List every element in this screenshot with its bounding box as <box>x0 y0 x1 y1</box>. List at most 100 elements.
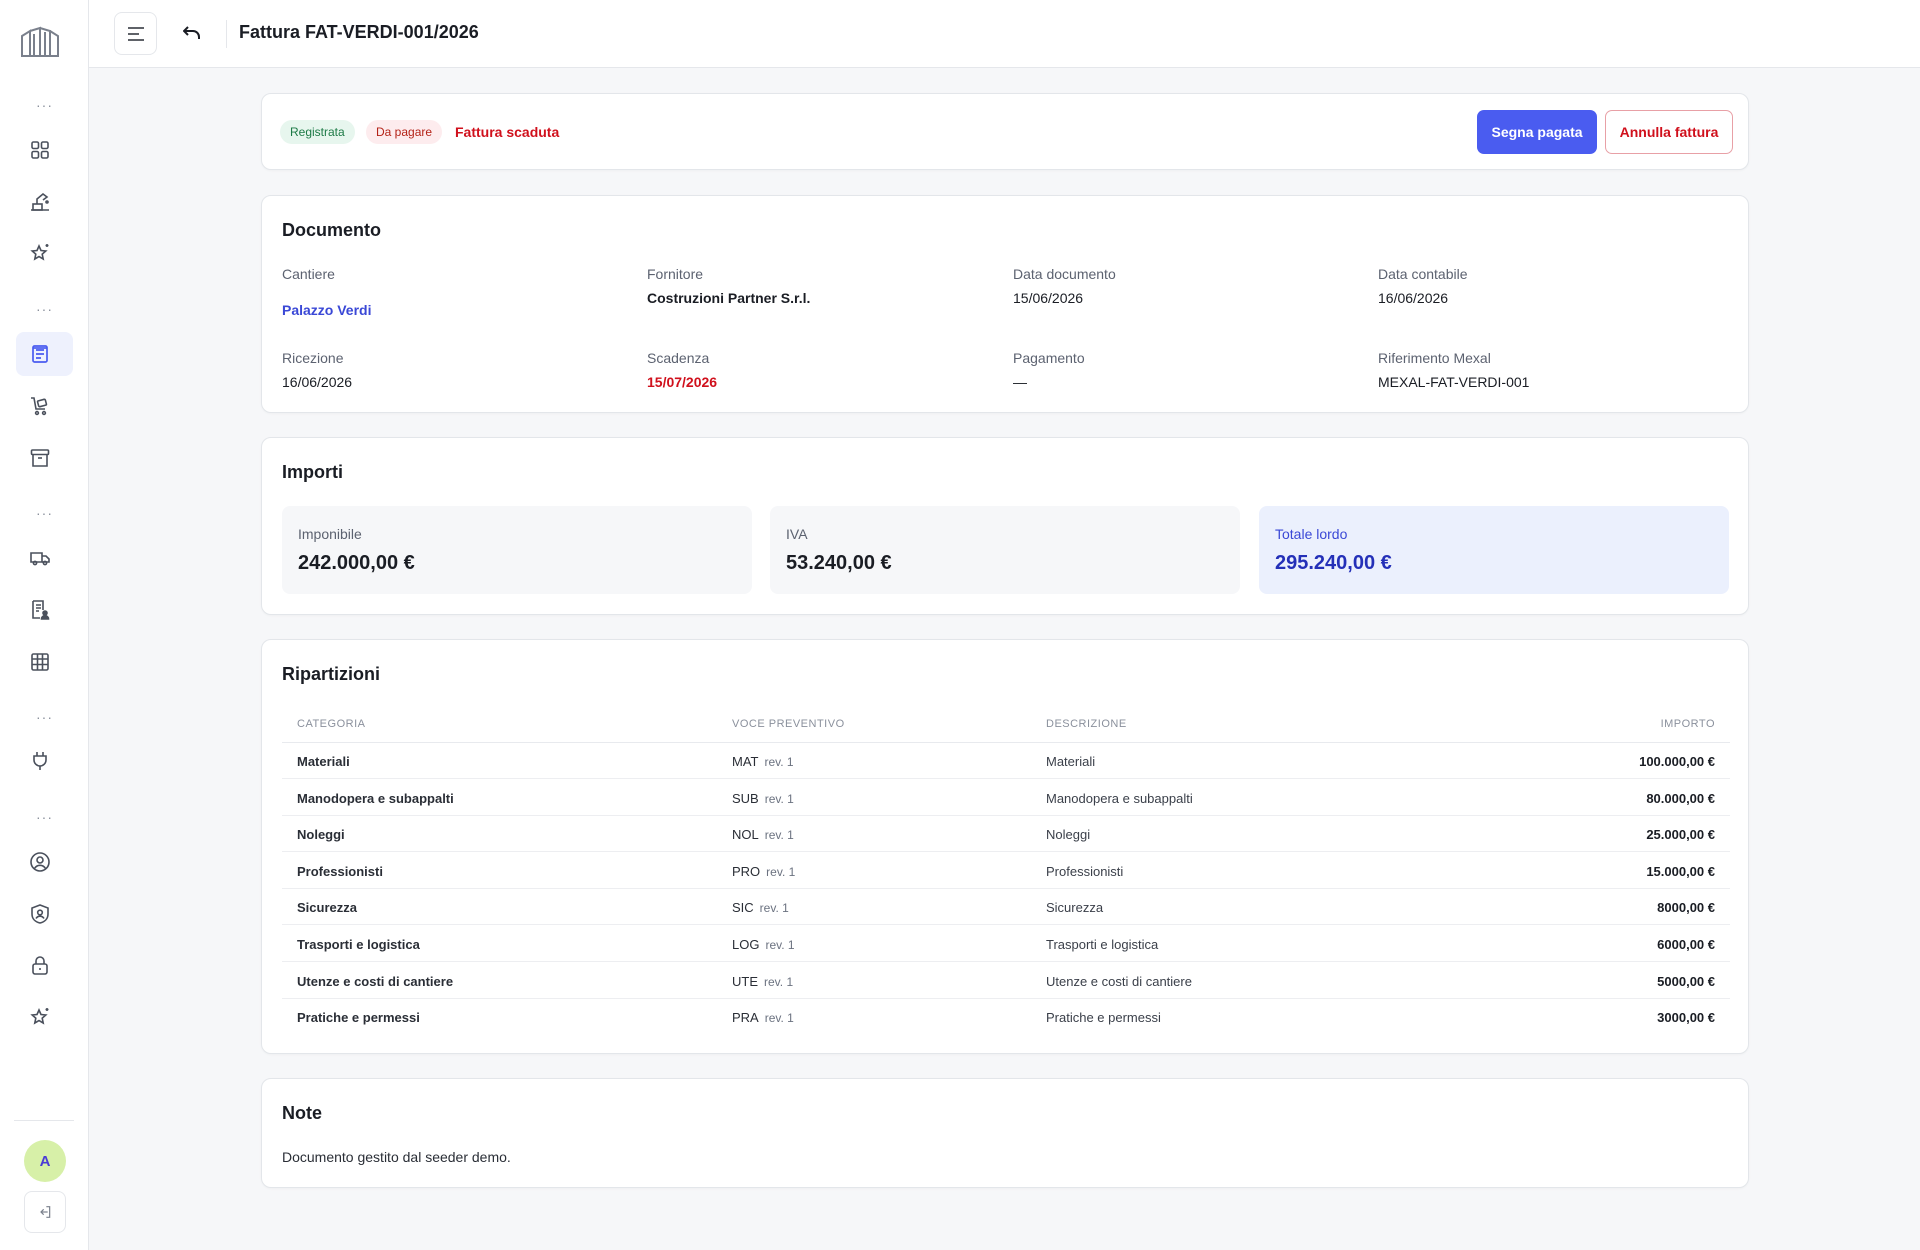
truck-icon[interactable] <box>26 543 54 571</box>
row-amount: 5000,00 € <box>1657 973 1715 989</box>
allocations-card: Ripartizioni CATEGORIA VOCE PREVENTIVO D… <box>261 639 1749 1054</box>
row-budget-code: SIC <box>732 900 754 916</box>
nav-group-separator: ··· <box>36 97 53 113</box>
mexal-ref-label: Riferimento Mexal <box>1378 350 1491 366</box>
row-description: Noleggi <box>1046 827 1091 843</box>
document-card: Documento Cantiere Palazzo Verdi Fornito… <box>261 195 1749 413</box>
table-row: Manodopera e subappalti SUB rev. 1 Manodope… <box>282 780 1730 816</box>
table-row: Sicurezza SIC rev. 1 Sicurezza 8000,00 € <box>282 889 1730 926</box>
row-budget-item: UTE rev. 1 <box>732 974 793 989</box>
page-title: Fattura FAT-VERDI-001/2026 <box>239 22 479 42</box>
document-section-title: Documento <box>282 220 381 240</box>
sidebar: ··· ··· ··· ··· ··· <box>0 0 89 1250</box>
payment-value: — <box>1013 374 1027 390</box>
vat-label: IVA <box>786 526 808 542</box>
received-value: 16/06/2026 <box>282 374 353 390</box>
undo-arrow-icon <box>183 25 201 41</box>
table-row: Professionisti PRO rev. 1 Professionisti 15.… <box>282 853 1730 889</box>
row-description: Trasporti e logistica <box>1046 937 1159 952</box>
accounting-date-label: Data contabile <box>1378 266 1468 282</box>
construction-site-icon[interactable] <box>26 188 54 216</box>
taxable-label: Imponibile <box>298 526 362 542</box>
site-label: Cantiere <box>282 266 335 282</box>
back-button[interactable] <box>177 18 207 48</box>
row-budget-revision: rev. 1 <box>766 864 796 879</box>
row-budget-code: MAT <box>732 754 759 769</box>
row-budget-item: PRA rev. 1 <box>732 1010 794 1025</box>
row-amount: 8000,00 € <box>1657 900 1715 916</box>
taxable-value: 242.000,00 € <box>298 552 415 574</box>
logout-icon <box>37 1204 53 1220</box>
row-category: Professionisti <box>297 863 383 879</box>
header-divider <box>226 20 227 48</box>
site-link[interactable]: Palazzo Verdi <box>282 302 372 318</box>
row-budget-code: PRA <box>732 1010 759 1026</box>
amounts-section-title: Importi <box>282 462 343 482</box>
row-budget-item: PRO rev. 1 <box>732 864 795 879</box>
table-header-divider <box>282 742 1730 743</box>
table-row: Noleggi NOL rev. 1 Noleggi 25.000,00 € <box>282 816 1730 853</box>
archive-box-icon[interactable] <box>26 444 54 472</box>
row-budget-revision: rev. 1 <box>765 938 795 952</box>
column-header-category: CATEGORIA <box>297 718 366 730</box>
vat-amount-box: IVA 53.240,00 € <box>770 506 1240 594</box>
mark-paid-button[interactable]: Segna pagata <box>1477 110 1597 154</box>
amounts-card: Importi Imponibile 242.000,00 € IVA 53.2… <box>261 437 1749 615</box>
notes-card: Note Documento gestito dal seeder demo. <box>261 1078 1749 1188</box>
star-sparkle-icon[interactable] <box>26 239 54 267</box>
cancel-invoice-button[interactable]: Annulla fattura <box>1605 110 1733 154</box>
row-category: Materiali <box>297 754 350 769</box>
logout-button[interactable] <box>24 1191 66 1233</box>
row-budget-revision: rev. 1 <box>764 828 794 843</box>
vat-value: 53.240,00 € <box>786 552 892 574</box>
gross-total-value: 295.240,00 € <box>1275 552 1392 574</box>
star-sparkle-icon[interactable] <box>26 1003 54 1031</box>
row-budget-item: SIC rev. 1 <box>732 900 789 915</box>
due-label: Scadenza <box>647 350 710 366</box>
row-amount: 25.000,00 € <box>1646 827 1715 843</box>
row-budget-revision: rev. 1 <box>759 901 789 916</box>
supplier-value: Costruzioni Partner S.r.l. <box>647 290 811 306</box>
table-row: Trasporti e logistica LOG rev. 1 Trasporti … <box>282 926 1730 962</box>
table-row: Utenze e costi di cantiere UTE rev. 1 Utenz… <box>282 963 1730 999</box>
gross-total-label: Totale lordo <box>1275 526 1348 542</box>
row-budget-revision: rev. 1 <box>764 1011 794 1026</box>
cart-tag-icon[interactable] <box>26 392 54 420</box>
nav-group-separator: ··· <box>36 505 53 521</box>
row-amount: 100.000,00 € <box>1639 754 1715 769</box>
plug-icon[interactable] <box>26 747 54 775</box>
hamburger-icon <box>127 26 145 41</box>
invoice-list-icon[interactable] <box>26 340 54 368</box>
row-amount: 80.000,00 € <box>1646 790 1715 806</box>
row-category: Pratiche e permessi <box>297 1010 420 1026</box>
row-amount: 6000,00 € <box>1657 937 1715 952</box>
row-category: Noleggi <box>297 827 345 843</box>
row-budget-code: NOL <box>732 827 759 843</box>
row-budget-code: LOG <box>732 937 760 952</box>
lock-icon[interactable] <box>26 952 54 980</box>
column-header-amount: IMPORTO <box>1660 718 1715 730</box>
notes-text: Documento gestito dal seeder demo. <box>282 1149 511 1165</box>
row-budget-revision: rev. 1 <box>764 755 794 769</box>
row-amount: 3000,00 € <box>1657 1010 1715 1026</box>
row-description: Utenze e costi di cantiere <box>1046 973 1192 989</box>
avatar[interactable]: A <box>24 1140 66 1182</box>
sidebar-divider <box>14 1120 74 1121</box>
shield-user-icon[interactable] <box>26 900 54 928</box>
row-budget-item: LOG rev. 1 <box>732 937 795 952</box>
row-description: Sicurezza <box>1046 900 1104 916</box>
gross-total-box: Totale lordo 295.240,00 € <box>1259 506 1729 594</box>
table-grid-icon[interactable] <box>26 648 54 676</box>
allocations-section-title: Ripartizioni <box>282 664 380 684</box>
document-user-icon[interactable] <box>26 596 54 624</box>
row-category: Trasporti e logistica <box>297 937 420 952</box>
app-logo-icon[interactable] <box>18 22 62 62</box>
row-description: Materiali <box>1046 754 1096 769</box>
nav-group-separator: ··· <box>36 709 53 725</box>
dashboard-grid-icon[interactable] <box>26 136 54 164</box>
nav-active-highlight <box>16 332 73 376</box>
menu-toggle-button[interactable] <box>114 12 157 55</box>
doc-date-label: Data documento <box>1013 266 1116 282</box>
user-circle-icon[interactable] <box>26 848 54 876</box>
row-description: Manodopera e subappalti <box>1046 790 1193 806</box>
